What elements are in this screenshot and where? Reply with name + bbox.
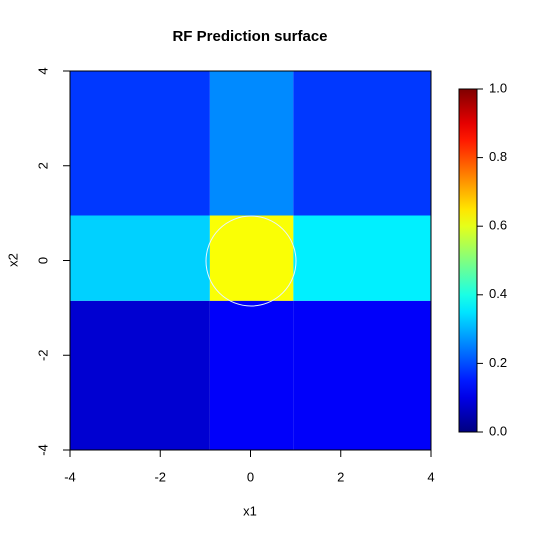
y-tick-label: 2 [35, 162, 50, 169]
colorbar [458, 88, 478, 433]
y-tick-label: -2 [35, 349, 50, 361]
heatmap-cell [70, 215, 210, 301]
y-tick-label: -4 [35, 444, 50, 456]
y-axis-label: x2 [5, 253, 20, 267]
heatmap-cell [70, 71, 210, 216]
x-tick-label: 2 [337, 469, 344, 484]
heatmap-cell [293, 71, 431, 216]
x-tick-label: -4 [64, 469, 76, 484]
y-tick-label: 4 [35, 67, 50, 74]
colorbar-tick-label: 0.6 [489, 218, 507, 233]
overlay-circle [205, 215, 297, 307]
y-tick-label: 0 [35, 257, 50, 264]
x-axis-label: x1 [243, 503, 257, 518]
heatmap-cell [293, 300, 431, 450]
heatmap-cell [70, 300, 210, 450]
heatmap-cell [209, 300, 294, 450]
colorbar-tick-label: 1.0 [489, 80, 507, 95]
chart-title: RF Prediction surface [172, 28, 327, 45]
x-tick-label: 0 [247, 469, 254, 484]
x-tick-label: 4 [427, 469, 434, 484]
heatmap-cell [293, 215, 431, 301]
colorbar-tick-label: 0.2 [489, 355, 507, 370]
heatmap-cell [209, 71, 294, 216]
x-tick-label: -2 [154, 469, 166, 484]
colorbar-tick-label: 0.0 [489, 423, 507, 438]
colorbar-tick-label: 0.8 [489, 149, 507, 164]
heatmap-cell [209, 215, 294, 301]
colorbar-tick-label: 0.4 [489, 286, 507, 301]
heatmap [70, 71, 431, 450]
